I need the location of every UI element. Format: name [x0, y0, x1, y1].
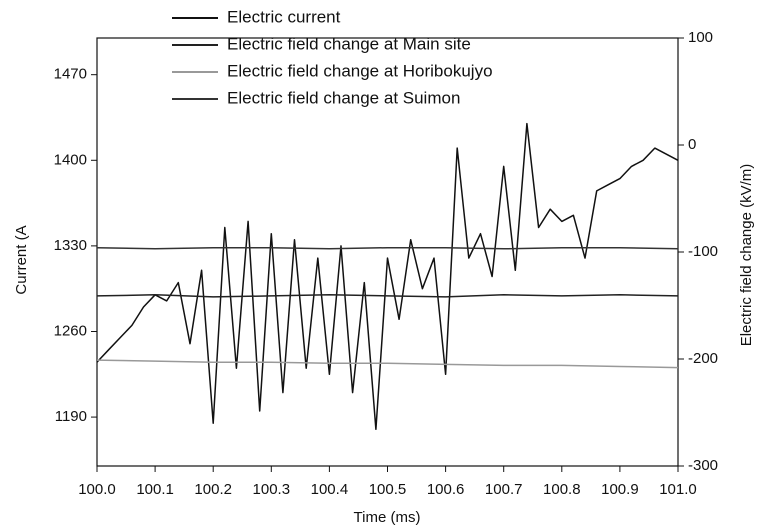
x-axis-label: Time (ms): [354, 509, 421, 526]
series-line: [96, 359, 679, 369]
x-tick-label: 101.0: [659, 481, 697, 498]
y2-tick-label: -300: [688, 457, 718, 474]
y2-tick-label: 0: [688, 136, 696, 153]
x-tick-label: 100.7: [485, 481, 523, 498]
y-tick-label: 1190: [55, 408, 87, 425]
y2-tick-label: -200: [688, 350, 718, 367]
y2-tick-label: 100: [688, 29, 713, 46]
x-tick-label: 100.9: [601, 481, 639, 498]
x-tick-label: 100.4: [311, 481, 349, 498]
legend-label: Electric field change at Horibokujyo: [227, 61, 493, 80]
y-tick-label: 1470: [54, 66, 87, 83]
x-tick-label: 100.0: [78, 481, 116, 498]
series-line: [96, 294, 679, 298]
x-tick-label: 100.8: [543, 481, 581, 498]
x-tick-label: 100.2: [194, 481, 232, 498]
x-tick-label: 100.6: [427, 481, 465, 498]
series-line: [96, 122, 679, 431]
y-tick-label: 1330: [54, 237, 87, 254]
x-tick-label: 100.1: [136, 481, 174, 498]
legend-label: Electric current: [227, 7, 341, 26]
x-tick-label: 100.3: [253, 481, 291, 498]
y-tick-label: 1400: [54, 151, 87, 168]
y-tick-label: 1260: [54, 322, 87, 339]
y2-axis-label: Electric field change (kV/m): [738, 164, 755, 347]
legend-label: Electric field change at Suimon: [227, 88, 460, 107]
y-axis-label: Current (A: [13, 225, 30, 294]
x-tick-label: 100.5: [369, 481, 407, 498]
legend-label: Electric field change at Main site: [227, 34, 471, 53]
y2-tick-label: -100: [688, 243, 718, 260]
series-line: [96, 246, 679, 250]
